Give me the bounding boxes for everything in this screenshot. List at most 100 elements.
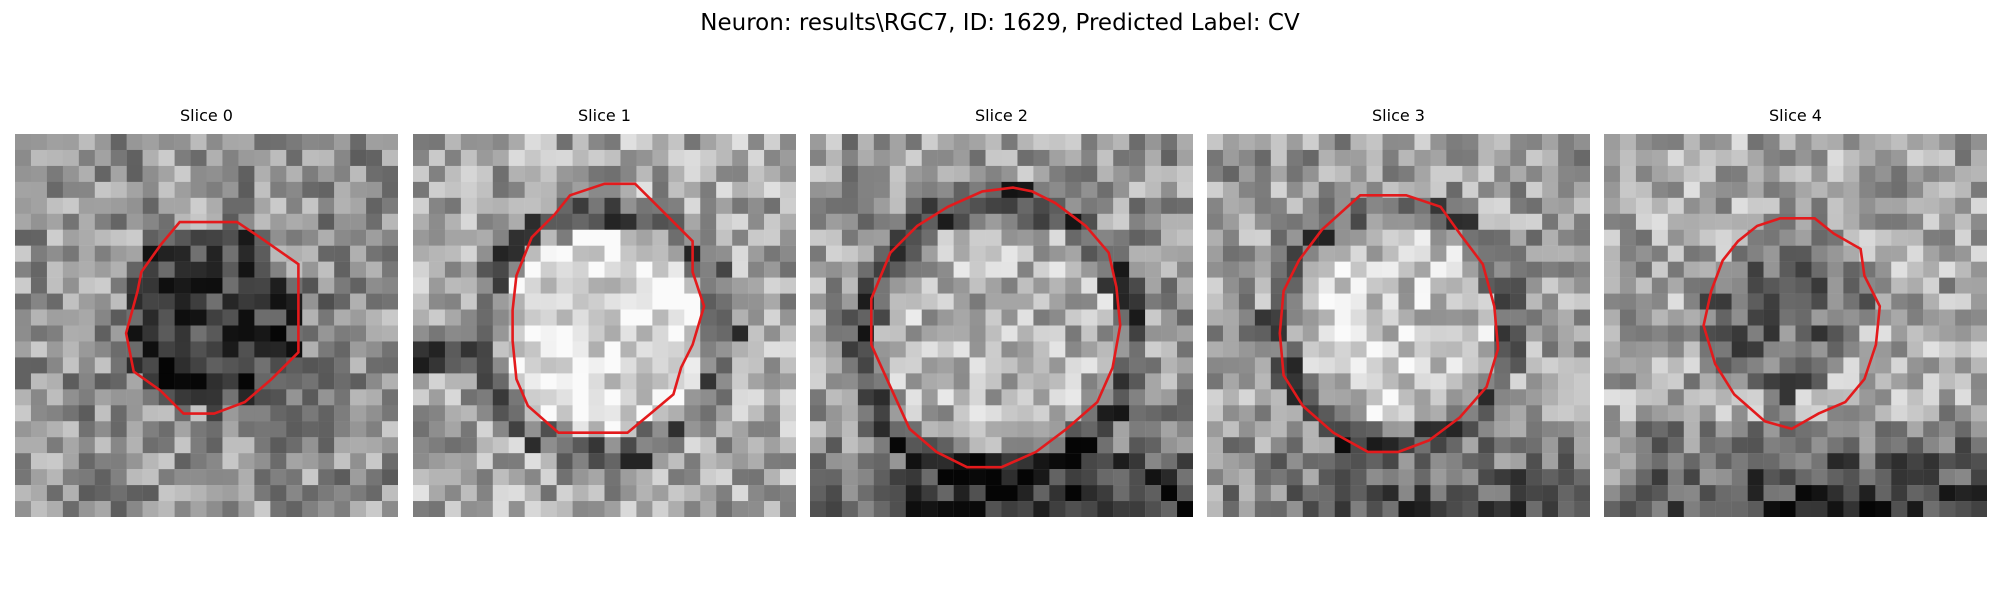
pixel [1526,181,1543,199]
pixel [937,373,954,390]
pixel [825,453,843,470]
pixel [94,165,111,183]
pixel [318,389,335,406]
pixel [476,309,493,326]
pixel [62,325,80,342]
pixel [1939,421,1956,438]
pixel [780,373,796,390]
pixel [636,213,653,230]
pixel [174,501,191,517]
pixel [841,389,859,406]
pixel [921,501,938,517]
pixel [1939,181,1956,199]
pixel [30,213,48,230]
pixel [15,134,32,151]
pixel [1683,501,1700,517]
pixel [302,341,319,358]
pixel [1510,213,1527,230]
pixel [46,437,64,454]
pixel [1145,373,1162,390]
pixel [1955,261,1972,278]
pixel [1651,325,1669,342]
pixel [1318,405,1335,422]
pixel [889,325,906,342]
pixel [1907,421,1924,438]
pixel [302,389,319,406]
pixel [841,229,859,246]
pixel [1081,453,1098,470]
pixel [1065,325,1082,342]
pixel [318,134,335,151]
pixel [1667,261,1684,278]
pixel [1478,421,1495,438]
pixel [476,405,493,422]
pixel [748,245,765,262]
pixel [1318,469,1335,486]
pixel [1414,229,1431,246]
pixel [1811,181,1828,199]
pixel [206,485,223,502]
pixel [142,357,159,374]
pixel [1033,485,1050,502]
pixel [1715,181,1732,199]
pixel [1254,293,1272,310]
pixel [1049,437,1066,454]
pixel [825,389,843,406]
pixel [524,469,541,486]
pixel [700,229,717,246]
pixel [1270,245,1287,262]
pixel [700,134,717,151]
pixel [1558,261,1575,278]
pixel [1382,165,1399,183]
pixel [382,469,398,486]
pixel [302,421,319,438]
pixel [969,405,986,422]
pixel [1827,437,1844,454]
pixel [1033,165,1050,183]
pixel [1033,229,1050,246]
pixel [1177,485,1193,502]
pixel [540,149,557,167]
pixel [1414,357,1431,374]
pixel [1971,309,1987,326]
pixel [825,437,843,454]
pixel [94,325,111,342]
pixel [1318,373,1335,390]
pixel [1001,341,1018,358]
pixel [254,134,271,151]
pixel [1177,181,1193,199]
pixel [1510,165,1527,183]
pixel [780,134,796,151]
pixel [428,437,446,454]
pixel [222,485,239,502]
pixel [1526,309,1543,326]
pixel [1430,309,1447,326]
pixel [334,341,351,358]
pixel [1270,341,1287,358]
pixel [921,245,938,262]
pixel [1033,405,1050,422]
pixel [78,293,95,310]
pixel [1081,421,1098,438]
pixel [222,309,239,326]
pixel [1907,261,1924,278]
pixel [1446,357,1463,374]
pixel [62,421,80,438]
pixel [1145,245,1162,262]
pixel [1081,149,1098,167]
pixel [1366,421,1383,438]
pixel [270,197,287,214]
pixel [1113,293,1130,310]
pixel [366,309,383,326]
pixel [428,197,446,214]
pixel [1462,165,1479,183]
pixel [905,261,922,278]
pixel [492,309,509,326]
pixel [94,261,111,278]
pixel [1558,309,1575,326]
pixel [1763,341,1780,358]
pixel [1510,469,1527,486]
pixel [1859,501,1876,517]
pixel [206,165,223,183]
pixel [62,181,80,199]
